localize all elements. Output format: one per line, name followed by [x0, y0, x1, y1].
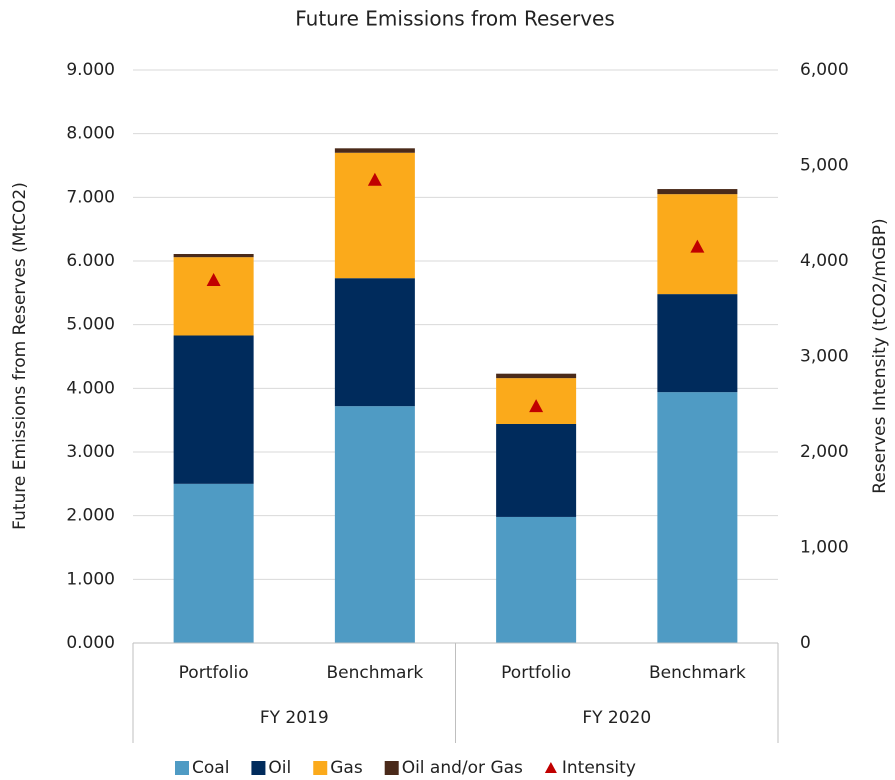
bar-segment [173, 483, 254, 643]
legend-swatch [313, 761, 328, 775]
y-tick-label: 4.000 [66, 378, 115, 398]
y2-tick-label: 6,000 [800, 60, 849, 80]
bar-segment [496, 373, 577, 379]
y2-tick-label: 0 [800, 633, 811, 653]
x-tick-label: Benchmark [326, 663, 423, 683]
y-tick-label: 0.000 [66, 633, 115, 653]
y-tick-label: 3.000 [66, 442, 115, 462]
bar-segment [334, 406, 415, 643]
y-tick-label: 6.000 [66, 251, 115, 271]
intensity-marker [206, 273, 221, 287]
bar-segment [334, 148, 415, 153]
y2-tick-label: 4,000 [800, 251, 849, 271]
y-tick-label: 1.000 [66, 569, 115, 589]
legend-label: Intensity [562, 758, 636, 778]
intensity-marker [690, 239, 705, 253]
intensity-marker [529, 399, 544, 413]
legend-label: Coal [192, 758, 229, 778]
y-tick-label: 7.000 [66, 187, 115, 207]
bar-segment [334, 152, 415, 279]
group-label: FY 2020 [582, 708, 651, 728]
y2-tick-label: 1,000 [800, 538, 849, 558]
chart-title: Future Emissions from Reserves [295, 7, 615, 31]
y2-tick-label: 5,000 [800, 156, 849, 176]
legend-swatch [544, 762, 557, 773]
y-axis-title: Future Emissions from Reserves (MtCO2) [10, 182, 30, 530]
y2-tick-label: 2,000 [800, 442, 849, 462]
bar-segment [496, 423, 577, 517]
x-tick-label: Benchmark [649, 663, 746, 683]
y2-tick-label: 3,000 [800, 347, 849, 367]
bar-segment [496, 516, 577, 643]
bar-segment [173, 335, 254, 484]
y-tick-label: 9.000 [66, 60, 115, 80]
y-tick-label: 5.000 [66, 315, 115, 335]
group-label: FY 2019 [260, 708, 329, 728]
bar-segment [657, 189, 738, 195]
bar-segment [657, 392, 738, 643]
bar-segment [657, 294, 738, 393]
legend-label: Oil [268, 758, 291, 778]
bar-segment [173, 253, 254, 258]
x-tick-label: Portfolio [501, 663, 571, 683]
intensity-marker [367, 172, 382, 186]
y-tick-label: 8.000 [66, 124, 115, 144]
bar-segment [173, 257, 254, 336]
y2-axis-title: Reserves Intensity (tCO2/mGBP) [870, 218, 890, 493]
legend-label: Oil and/or Gas [402, 758, 523, 778]
legend-label: Gas [330, 758, 363, 778]
legend-swatch [384, 761, 399, 775]
bar-segment [334, 278, 415, 407]
y-tick-label: 2.000 [66, 506, 115, 526]
legend-swatch [175, 761, 189, 775]
x-tick-label: Portfolio [179, 663, 249, 683]
legend-swatch [251, 761, 266, 775]
